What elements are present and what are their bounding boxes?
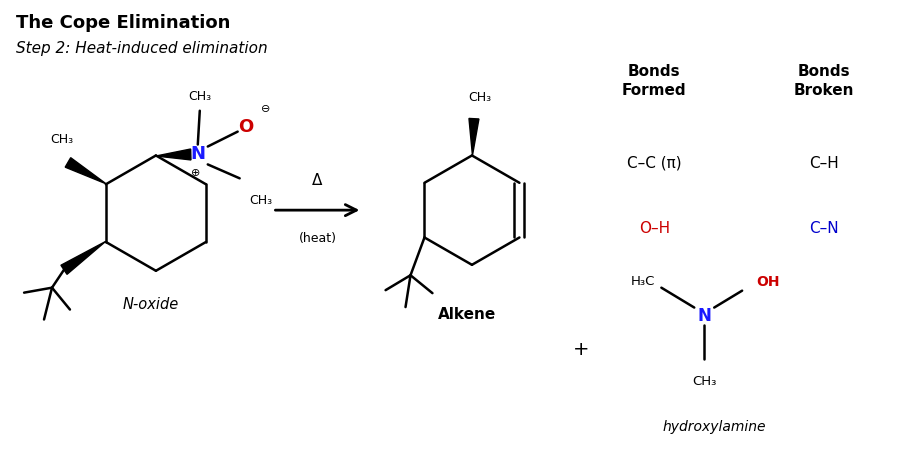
Polygon shape (156, 149, 190, 160)
Text: The Cope Elimination: The Cope Elimination (16, 15, 230, 32)
Text: CH₃: CH₃ (691, 375, 716, 388)
Text: O–H: O–H (638, 220, 670, 235)
Text: O: O (238, 117, 253, 136)
Text: Δ: Δ (312, 173, 322, 188)
Text: (heat): (heat) (298, 232, 336, 245)
Polygon shape (66, 158, 106, 184)
Text: ⊖: ⊖ (261, 104, 270, 114)
Text: N-oxide: N-oxide (123, 297, 179, 312)
Text: C–H: C–H (808, 156, 838, 171)
Text: CH₃: CH₃ (188, 90, 211, 103)
Text: OH: OH (755, 275, 779, 289)
Polygon shape (468, 118, 478, 155)
Text: hydroxylamine: hydroxylamine (661, 420, 765, 434)
Text: ⊕: ⊕ (191, 168, 200, 178)
Text: +: + (573, 340, 589, 359)
Text: Bonds
Broken: Bonds Broken (793, 64, 854, 98)
Text: CH₃: CH₃ (250, 194, 272, 207)
Polygon shape (61, 241, 106, 274)
Text: H₃C: H₃C (630, 275, 655, 288)
Text: C–C (π): C–C (π) (627, 156, 681, 171)
Text: CH₃: CH₃ (50, 132, 74, 146)
Text: Bonds
Formed: Bonds Formed (621, 64, 686, 98)
Text: Alkene: Alkene (437, 307, 496, 322)
Text: Step 2: Heat-induced elimination: Step 2: Heat-induced elimination (16, 41, 268, 56)
Text: C–N: C–N (808, 220, 838, 235)
Text: N: N (190, 146, 205, 163)
Text: N: N (697, 307, 711, 324)
Text: CH₃: CH₃ (468, 91, 491, 104)
